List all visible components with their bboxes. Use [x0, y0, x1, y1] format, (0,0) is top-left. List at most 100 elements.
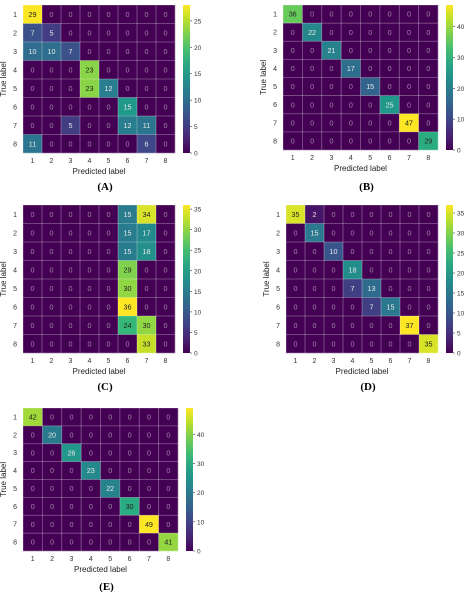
- heatmap-cell: [305, 297, 325, 317]
- heatmap-cell: [381, 297, 401, 317]
- cell-value-label: 0: [164, 102, 168, 111]
- x-tick-label: 1: [294, 358, 298, 365]
- heatmap-cell: [118, 134, 138, 154]
- heatmap-cell: [61, 134, 81, 154]
- heatmap-cell: [137, 134, 157, 154]
- heatmap-cell: [156, 60, 176, 80]
- colorbar-tick-label: 15: [457, 291, 465, 298]
- heatmap-cell: [302, 23, 322, 42]
- heatmap-cell: [156, 116, 176, 135]
- cell-value-label: 0: [427, 321, 431, 330]
- cell-value-label: 15: [124, 247, 132, 256]
- heatmap-cell: [118, 60, 138, 80]
- cell-value-label: 0: [50, 502, 54, 511]
- heatmap-cell: [360, 41, 381, 60]
- cell-value-label: 0: [108, 430, 112, 439]
- cell-value-label: 0: [88, 139, 92, 148]
- heatmap-cell: [302, 59, 322, 78]
- x-tick-label: 8: [426, 155, 430, 162]
- cell-value-label: 0: [427, 247, 431, 256]
- y-tick-label: 7: [13, 323, 17, 330]
- heatmap-cell: [42, 205, 62, 224]
- heatmap-cell: [81, 461, 101, 480]
- cell-value-label: 0: [145, 10, 149, 19]
- cell-value-label: 0: [370, 228, 374, 237]
- colorbar-tick-label: 10: [457, 117, 465, 124]
- colorbar-tick-label: 0: [194, 351, 198, 358]
- heatmap-cell: [399, 41, 419, 60]
- heatmap-cell: [61, 242, 81, 261]
- cell-value-label: 0: [408, 247, 412, 256]
- cell-value-label: 0: [108, 520, 112, 529]
- y-axis-label: True label: [262, 261, 271, 297]
- cell-value-label: 0: [166, 502, 170, 511]
- cell-value-label: 23: [87, 466, 95, 475]
- colorbar-tick-label: 10: [457, 311, 465, 318]
- cell-value-label: 0: [329, 137, 333, 146]
- colorbar-tick-label: 5: [194, 330, 198, 337]
- heatmap-cell: [341, 131, 361, 151]
- cell-value-label: 0: [351, 228, 355, 237]
- heatmap-cell: [23, 497, 43, 516]
- heatmap-cell: [381, 242, 401, 261]
- heatmap-cell: [118, 23, 138, 43]
- heatmap-cell: [61, 497, 82, 516]
- x-tick-label: 1: [31, 158, 35, 165]
- x-tick-label: 2: [50, 358, 54, 365]
- cell-value-label: 0: [108, 466, 112, 475]
- heatmap-cell: [118, 223, 138, 243]
- x-tick-label: 4: [89, 556, 93, 563]
- cell-value-label: 41: [164, 538, 172, 547]
- heatmap-cell: [400, 260, 420, 280]
- colorbar-tick-label: 25: [457, 251, 465, 258]
- y-tick-label: 5: [276, 286, 280, 293]
- heatmap-cell: [119, 425, 140, 444]
- cell-value-label: 0: [107, 139, 111, 148]
- cell-value-label: 0: [31, 210, 35, 219]
- cell-value-label: 0: [31, 302, 35, 311]
- heatmap-cell: [23, 461, 43, 480]
- heatmap-cell: [61, 97, 81, 117]
- heatmap-cell: [283, 131, 303, 151]
- colorbar-tick-label: 10: [194, 309, 202, 316]
- heatmap-cell: [156, 205, 176, 224]
- x-tick-label: 4: [351, 358, 355, 365]
- heatmap-cell: [42, 260, 62, 280]
- y-tick-label: 1: [13, 12, 17, 19]
- cell-value-label: 0: [310, 46, 314, 55]
- heatmap-cell: [399, 5, 419, 24]
- colorbar-tick-label: 5: [194, 124, 198, 131]
- cell-value-label: 0: [164, 28, 168, 37]
- heatmap-cell: [360, 5, 381, 24]
- cell-value-label: 0: [145, 28, 149, 37]
- heatmap-cell: [381, 316, 401, 335]
- cell-value-label: 0: [88, 339, 92, 348]
- cell-value-label: 26: [67, 448, 75, 457]
- cell-value-label: 0: [88, 47, 92, 56]
- heatmap-cell: [156, 23, 176, 43]
- cell-value-label: 0: [164, 84, 168, 93]
- heatmap-cell: [61, 5, 81, 24]
- heatmap-cell: [400, 279, 420, 298]
- cell-value-label: 0: [351, 210, 355, 219]
- heatmap-cell: [61, 60, 81, 80]
- heatmap-cell: [137, 60, 157, 80]
- cell-value-label: 34: [143, 210, 151, 219]
- cell-value-label: 0: [69, 210, 73, 219]
- cell-value-label: 0: [69, 28, 73, 37]
- heatmap-cell: [118, 97, 138, 117]
- cell-value-label: 0: [88, 265, 92, 274]
- x-axis-label: Predicted label: [334, 164, 387, 173]
- heatmap-cell: [137, 5, 157, 24]
- heatmap-cell: [302, 131, 322, 151]
- heatmap-cell: [343, 297, 363, 317]
- y-tick-label: 6: [13, 504, 17, 511]
- cell-value-label: 0: [427, 228, 431, 237]
- heatmap-cell: [23, 97, 43, 117]
- heatmap-cell: [419, 260, 439, 280]
- x-tick-label: 7: [147, 556, 151, 563]
- cell-value-label: 0: [426, 64, 430, 73]
- cell-value-label: 20: [48, 430, 56, 439]
- cell-value-label: 0: [407, 10, 411, 19]
- heatmap-cell: [61, 223, 81, 243]
